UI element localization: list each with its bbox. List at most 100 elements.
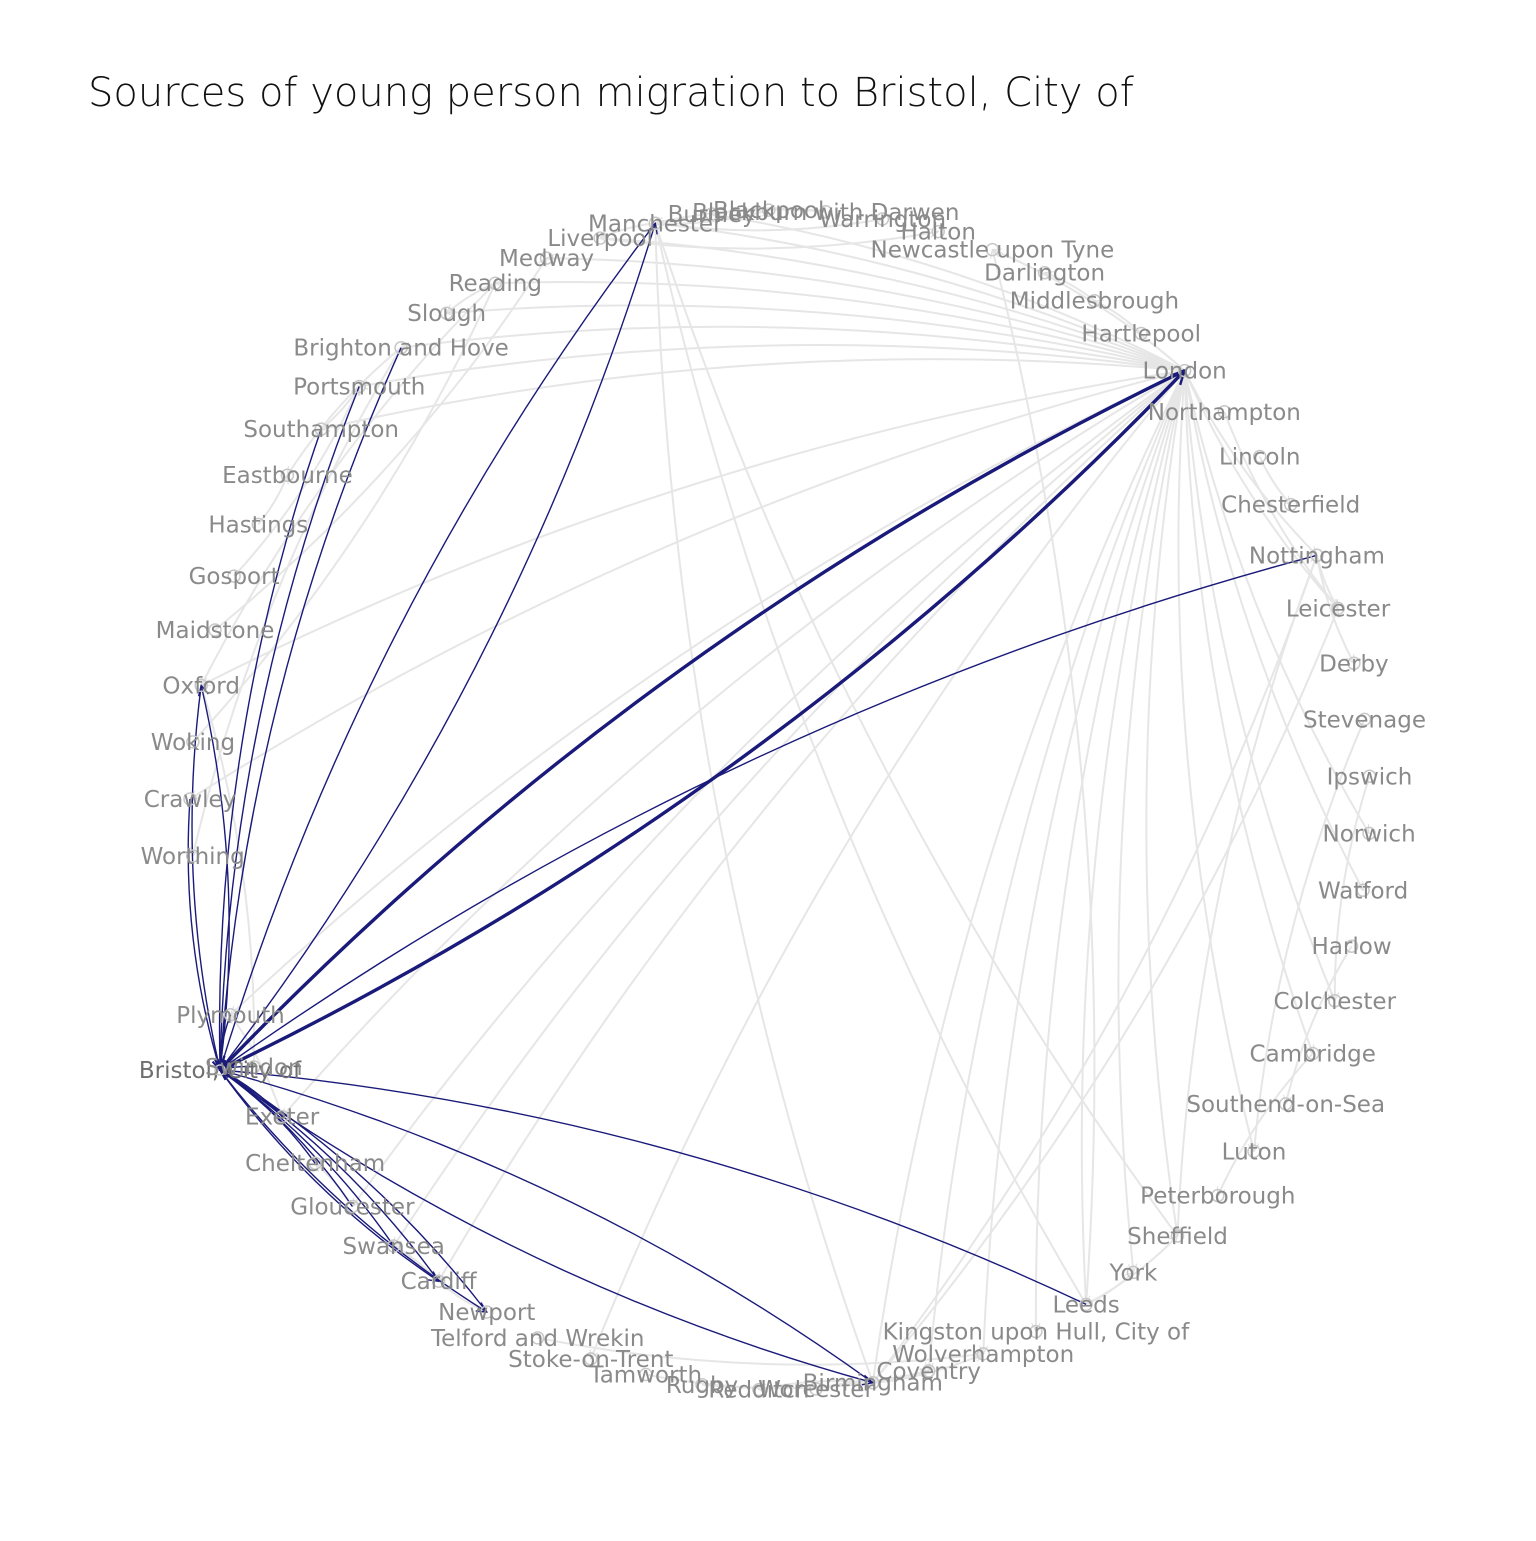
label-london: London bbox=[1142, 359, 1226, 385]
node-warrington bbox=[875, 212, 890, 226]
flow-bristol-city-of-to-birmingham bbox=[219, 1069, 873, 1383]
flow-leeds-to-newcastle-upon-tyne bbox=[992, 250, 1096, 1305]
flow-london-to-plymouth bbox=[231, 369, 1186, 1015]
flow-liverpool-to-halton bbox=[599, 232, 938, 250]
label-blackburn-with-darwen: Blackburn with Darwen bbox=[692, 200, 959, 226]
flow-ipswich-to-colchester bbox=[1335, 775, 1371, 1001]
node-gloucester bbox=[345, 1199, 360, 1214]
node-oxford bbox=[194, 678, 208, 693]
node-york bbox=[1126, 1265, 1141, 1280]
flow-nottingham-to-sheffield bbox=[1178, 554, 1318, 1236]
label-portsmouth: Portsmouth bbox=[293, 375, 425, 401]
flow-london-to-coventry bbox=[929, 370, 1186, 1371]
node-stoke-on-trent bbox=[584, 1352, 598, 1366]
flow-london-to-wolverhampton bbox=[983, 370, 1186, 1354]
label-oxford: Oxford bbox=[162, 673, 240, 699]
label-york: York bbox=[1108, 1260, 1158, 1286]
label-coventry: Coventry bbox=[876, 1359, 981, 1385]
flow-london-to-exeter bbox=[281, 369, 1186, 1117]
flow-london-to-manchester bbox=[655, 223, 1186, 372]
node-manchester bbox=[648, 216, 663, 231]
flow-northampton-to-leicester bbox=[1223, 411, 1339, 609]
flow-maidstone-to-medway bbox=[214, 258, 548, 631]
flow-rugby-to-coventry bbox=[701, 1371, 929, 1390]
node-hartlepool bbox=[1134, 326, 1148, 341]
label-medway: Medway bbox=[499, 246, 594, 272]
node-markers bbox=[183, 203, 1377, 1397]
label-tamworth: Tamworth bbox=[588, 1363, 702, 1389]
node-redditch bbox=[752, 1382, 766, 1397]
node-liverpool bbox=[593, 231, 607, 245]
node-halton bbox=[931, 224, 945, 239]
chart-title: Sources of young person migration to Bri… bbox=[88, 70, 1134, 116]
label-luton: Luton bbox=[1222, 1139, 1287, 1165]
flow-manchester-to-sheffield bbox=[654, 222, 1179, 1236]
label-halton: Halton bbox=[900, 220, 975, 246]
label-chesterfield: Chesterfield bbox=[1221, 493, 1360, 519]
label-maidstone: Maidstone bbox=[156, 618, 275, 644]
label-redditch: Redditch bbox=[708, 1378, 809, 1404]
label-peterborough: Peterborough bbox=[1140, 1184, 1295, 1210]
flow-london-to-cambridge bbox=[1183, 370, 1313, 1054]
flow-cardiff-to-bristol-city-of bbox=[220, 1070, 440, 1282]
label-eastbourne: Eastbourne bbox=[222, 463, 353, 489]
label-liverpool: Liverpool bbox=[547, 226, 653, 252]
label-sheffield: Sheffield bbox=[1127, 1224, 1228, 1250]
node-southampton bbox=[314, 422, 328, 436]
flow-bristol-city-of-to-manchester bbox=[219, 223, 655, 1071]
flow-hastings-to-eastbourne bbox=[257, 475, 287, 526]
node-blackpool bbox=[761, 203, 776, 217]
flow-london-to-nottingham bbox=[1183, 370, 1317, 556]
node-eastbourne bbox=[280, 468, 295, 482]
flow-manchester-to-warrington bbox=[655, 219, 882, 232]
label-burnley: Burnley bbox=[668, 202, 756, 228]
label-southampton: Southampton bbox=[243, 417, 399, 443]
flow-blackburn-with-darwen-to-manchester bbox=[655, 208, 826, 224]
node-plymouth bbox=[223, 1008, 238, 1022]
node-telford-and-wrekin bbox=[530, 1331, 545, 1345]
label-reading: Reading bbox=[449, 271, 542, 297]
flow-gloucester-to-bristol-city-of bbox=[220, 1070, 353, 1207]
label-crawley: Crawley bbox=[144, 787, 237, 813]
flow-manchester-to-leeds bbox=[654, 223, 1087, 1304]
node-harlow bbox=[1344, 939, 1359, 953]
node-blackburn-with-darwen bbox=[819, 205, 833, 219]
label-cheltenham: Cheltenham bbox=[245, 1151, 385, 1177]
flow-cheltenham-to-bristol-city-of bbox=[220, 1070, 316, 1164]
node-reading bbox=[488, 276, 503, 290]
label-northampton: Northampton bbox=[1148, 400, 1301, 426]
node-burnley bbox=[704, 207, 719, 221]
flow-bristol-city-of-to-cardiff bbox=[219, 1069, 439, 1281]
node-cambridge bbox=[1305, 1046, 1320, 1061]
label-stoke-on-trent: Stoke-on-Trent bbox=[508, 1347, 673, 1373]
label-plymouth: Plymouth bbox=[176, 1003, 285, 1029]
flow-london-to-luton bbox=[1177, 370, 1254, 1152]
flow-exeter-to-plymouth bbox=[229, 1015, 284, 1117]
flow-london-to-watford bbox=[1183, 370, 1364, 891]
node-nottingham bbox=[1310, 548, 1324, 563]
label-hastings: Hastings bbox=[208, 512, 308, 538]
node-woking bbox=[186, 735, 200, 749]
node-southend-on-sea bbox=[1278, 1097, 1293, 1111]
node-northampton bbox=[1217, 405, 1232, 419]
node-ipswich bbox=[1362, 769, 1377, 784]
node-labels: Bristol, City of Worthing Crawley Woking Oxf… bbox=[139, 198, 1426, 1404]
node-newport bbox=[480, 1305, 494, 1319]
node-bristol-city-of bbox=[214, 1064, 226, 1076]
flow-london-to-kingston-upon-hull-city-of bbox=[1036, 370, 1186, 1332]
node-luton bbox=[1247, 1144, 1261, 1159]
node-maidstone bbox=[208, 623, 222, 637]
node-kingston-upon-hull-city-of bbox=[1029, 1324, 1043, 1339]
flow-london-to-liverpool bbox=[600, 238, 1185, 372]
background-flows bbox=[190, 207, 1371, 1390]
flow-london-to-gloucester bbox=[351, 369, 1186, 1207]
label-ipswich: Ipswich bbox=[1327, 764, 1413, 790]
label-leeds: Leeds bbox=[1052, 1292, 1119, 1318]
label-kingston-upon-hull-city-of: Kingston upon Hull, City of bbox=[883, 1320, 1190, 1346]
flow-birmingham-to-bristol-city-of bbox=[220, 1070, 874, 1384]
flow-london-to-norwich bbox=[1183, 370, 1370, 834]
node-rugby bbox=[695, 1378, 709, 1392]
label-swansea: Swansea bbox=[343, 1234, 445, 1260]
label-telford-and-wrekin: Telford and Wrekin bbox=[430, 1326, 645, 1352]
